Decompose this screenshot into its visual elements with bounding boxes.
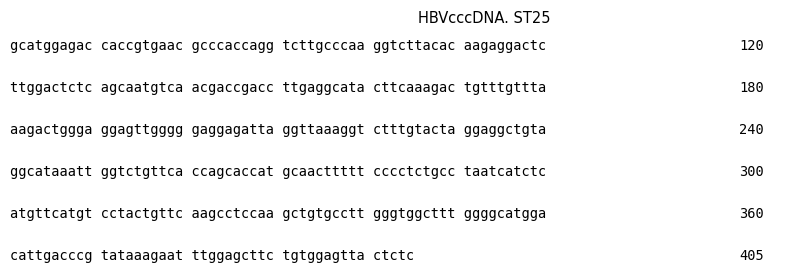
Text: atgttcatgt cctactgttc aagcctccaa gctgtgcctt gggtggcttt ggggcatgga: atgttcatgt cctactgttc aagcctccaa gctgtgc…	[10, 207, 546, 221]
Text: 360: 360	[739, 207, 764, 221]
Text: ttggactctc agcaatgtca acgaccgacc ttgaggcata cttcaaagac tgtttgttta: ttggactctc agcaatgtca acgaccgacc ttgaggc…	[10, 81, 546, 95]
Text: 180: 180	[739, 81, 764, 95]
Text: 240: 240	[739, 123, 764, 137]
Text: 120: 120	[739, 39, 764, 53]
Text: cattgacccg tataaagaat ttggagcttc tgtggagtta ctctc: cattgacccg tataaagaat ttggagcttc tgtggag…	[10, 249, 414, 263]
Text: 405: 405	[739, 249, 764, 263]
Text: HBVcccDNA. ST25: HBVcccDNA. ST25	[418, 11, 550, 26]
Text: ggcataaatt ggtctgttca ccagcaccat gcaacttttt cccctctgcc taatcatctc: ggcataaatt ggtctgttca ccagcaccat gcaactt…	[10, 165, 546, 179]
Text: aagactggga ggagttgggg gaggagatta ggttaaaggt ctttgtacta ggaggctgta: aagactggga ggagttgggg gaggagatta ggttaaa…	[10, 123, 546, 137]
Text: gcatggagac caccgtgaac gcccaccagg tcttgcccaa ggtcttacac aagaggactc: gcatggagac caccgtgaac gcccaccagg tcttgcc…	[10, 39, 546, 53]
Text: 300: 300	[739, 165, 764, 179]
